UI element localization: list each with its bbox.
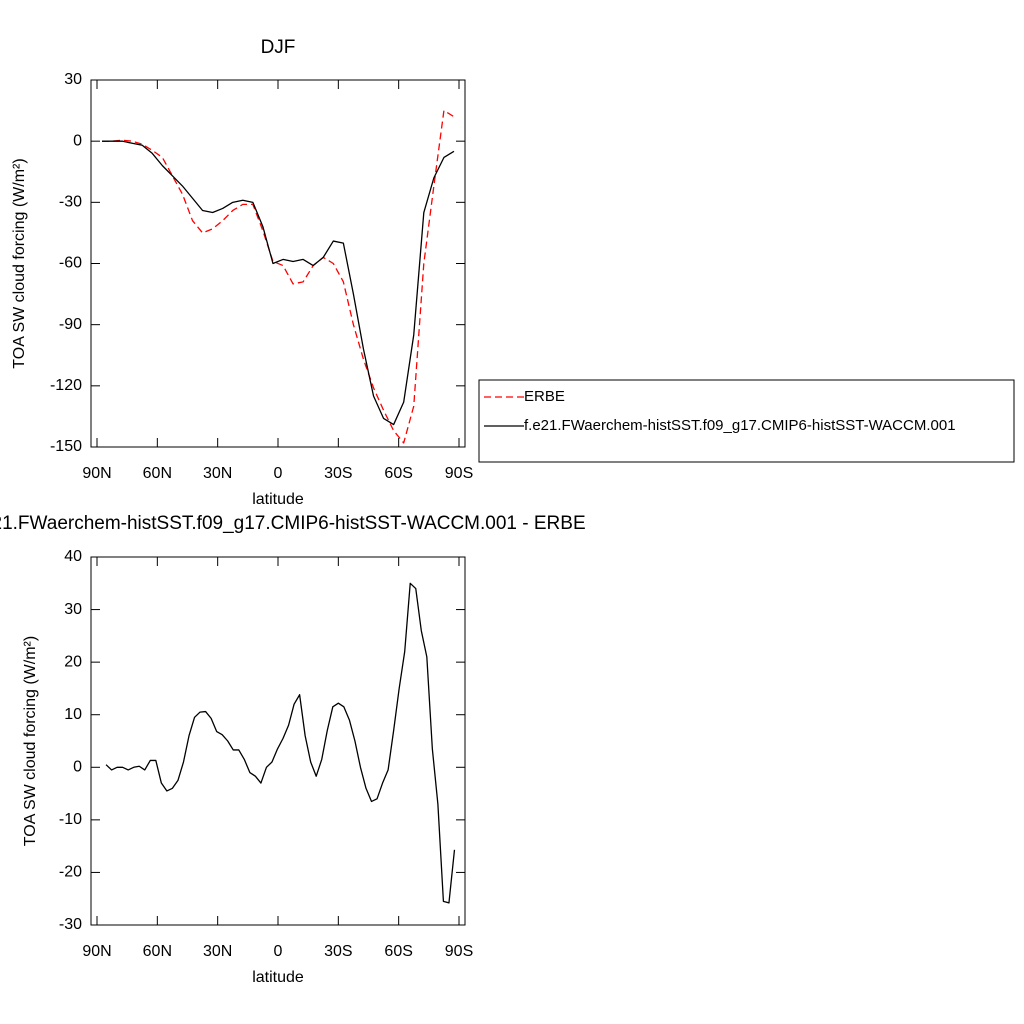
x-tick-label: 30S (324, 465, 352, 482)
x-tick-label: 90S (445, 465, 473, 482)
y-tick-label: -60 (59, 255, 82, 272)
y-axis-label: TOA SW cloud forcing (W/m²) (22, 636, 39, 846)
x-tick-label: 0 (274, 465, 283, 482)
legend-box (478, 379, 1015, 463)
y-tick-label: -90 (59, 316, 82, 333)
y-tick-label: -30 (59, 194, 82, 211)
x-tick-label: 60S (384, 465, 412, 482)
x-tick-label: 30S (324, 943, 352, 960)
y-tick-label: -10 (59, 811, 82, 828)
legend-text: f.e21.FWaerchem-histSST.f09_g17.CMIP6-hi… (524, 417, 956, 434)
y-tick-label: -30 (59, 916, 82, 933)
x-tick-label: 30N (203, 943, 232, 960)
y-tick-label: -150 (50, 438, 82, 455)
x-tick-label: 0 (274, 943, 283, 960)
x-tick-label: 90N (82, 943, 111, 960)
y-tick-label: 30 (64, 71, 82, 88)
data-line (102, 140, 455, 426)
data-line (102, 109, 455, 444)
x-tick-label: 90S (445, 943, 473, 960)
y-tick-label: 30 (64, 601, 82, 618)
plot-frame (90, 79, 466, 448)
x-tick-label: 30N (203, 465, 232, 482)
x-tick-label: 60S (384, 943, 412, 960)
y-tick-label: -20 (59, 864, 82, 881)
x-axis-label: latitude (252, 491, 304, 508)
chart-title: f.e21.FWaerchem-histSST.f09_g17.CMIP6-hi… (0, 513, 586, 534)
x-tick-label: 90N (82, 465, 111, 482)
chart-title: DJF (261, 37, 296, 58)
y-tick-label: 40 (64, 548, 82, 565)
y-tick-label: 10 (64, 706, 82, 723)
y-tick-label: -120 (50, 377, 82, 394)
legend-text: ERBE (524, 388, 565, 405)
y-tick-label: 0 (73, 132, 82, 149)
data-line (105, 582, 456, 904)
y-tick-label: 0 (73, 759, 82, 776)
y-tick-label: 20 (64, 653, 82, 670)
plot-frame (90, 556, 466, 926)
x-tick-label: 60N (143, 943, 172, 960)
x-axis-label: latitude (252, 969, 304, 986)
x-tick-label: 60N (143, 465, 172, 482)
y-axis-label: TOA SW cloud forcing (W/m²) (11, 158, 28, 368)
